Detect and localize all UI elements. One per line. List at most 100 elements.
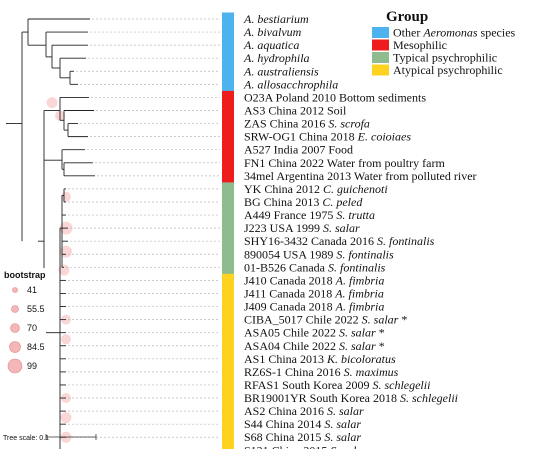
bootstrap-legend-value: 99 (27, 361, 37, 371)
bootstrap-legend-circle (9, 341, 21, 353)
strip-cell-typical (222, 260, 234, 275)
strip-cell-typical (222, 208, 234, 222)
leaf-label: SHY16-3432 Canada 2016 S. fontinalis (244, 234, 435, 248)
legend-label-other: Other Aeromonas species (393, 26, 516, 40)
strip-cell-atypical (222, 430, 234, 445)
leaf-label: AS1 China 2013 K. bicoloratus (244, 352, 396, 366)
strip-cell-typical (222, 182, 234, 196)
bootstrap-legend-circle (10, 323, 20, 333)
leaf-label: A. aquatica (243, 38, 299, 52)
bootstrap-legend: bootstrap 41 55.5 70 84.5 99 (2, 268, 46, 393)
leaf-label: A. australiensis (243, 64, 319, 78)
leaf-label: J410 Canada 2018 A. fimbria (244, 273, 384, 287)
legend-swatch-other (372, 27, 389, 38)
leaf-label: ASA04 Chile 2022 S. salar * (244, 339, 385, 353)
leaf-label: A. bestiarium (243, 12, 309, 26)
leaf-label: FN1 China 2022 Water from poultry farm (244, 156, 445, 170)
leaf-label: O23A Poland 2010 Bottom sediments (244, 90, 426, 104)
strip-cell-atypical (222, 417, 234, 432)
strip-cell-other (222, 12, 234, 26)
strip-cell-atypical (222, 365, 234, 379)
legend-title: Group (386, 9, 428, 25)
leaf-label: BR19001YR South Korea 2018 S. schlegelii (244, 391, 458, 405)
leaf-label: J411 Canada 2018 A. fimbria (244, 286, 384, 300)
strip-cell-other (222, 25, 234, 40)
leaf-label: A527 India 2007 Food (244, 143, 353, 157)
leaf-label: 890054 USA 1989 S. fontinalis (244, 247, 394, 261)
bootstrap-legend-value: 55.5 (27, 304, 45, 314)
bootstrap-legend-value: 84.5 (27, 342, 45, 352)
leaf-label: A. allosacchrophila (243, 77, 338, 91)
leaf-label: RZ6S-1 China 2016 S. maximus (244, 365, 399, 379)
leaf-label: AS3 China 2012 Soil (244, 103, 347, 117)
bootstrap-bubble (61, 334, 71, 345)
leaf-label: A. hydrophila (243, 51, 310, 65)
leaf-label: BG China 2013 C. peled (244, 195, 363, 209)
bootstrap-legend-value: 70 (27, 323, 37, 333)
leaf-label: AS2 China 2016 S. salar (244, 404, 364, 418)
strip-cell-meso (222, 90, 234, 105)
leaf-label: J409 Canada 2018 A. fimbria (244, 300, 384, 314)
leader-lines (66, 18, 220, 438)
bootstrap-bubble (60, 412, 72, 424)
leaf-label: SRW-OG1 China 2018 E. coioiaes (244, 130, 411, 144)
leaf-label: A. bivalvum (243, 25, 302, 39)
bootstrap-bubbles (46, 97, 73, 443)
strip-cell-other (222, 38, 234, 53)
bootstrap-legend-circle (11, 305, 19, 313)
bootstrap-bubble (46, 97, 58, 109)
leaf-label: A449 France 1975 S. trutta (244, 208, 375, 222)
strip-cell-other (222, 51, 234, 66)
strip-cell-atypical (222, 443, 234, 449)
group-color-strip (222, 12, 234, 449)
strip-cell-meso (222, 143, 234, 157)
strip-cell-atypical (222, 313, 234, 327)
tree-scale-bar: Tree scale: 0.1 (3, 434, 97, 442)
tree-scale-label: Tree scale: 0.1 (3, 435, 49, 442)
strip-cell-typical (222, 221, 234, 236)
strip-cell-typical (222, 247, 234, 262)
legend-label-atypical: Atypical psychrophilic (393, 63, 503, 77)
strip-cell-meso (222, 169, 234, 183)
strip-cell-other (222, 77, 234, 92)
legend-label-meso: Mesophilic (393, 38, 447, 52)
leaf-label: YK China 2012 C. guichenoti (244, 182, 388, 196)
leaf-label: 01-B526 Canada S. fontinalis (244, 260, 386, 274)
strip-cell-meso (222, 130, 234, 144)
strip-cell-atypical (222, 286, 234, 301)
leaf-label: CIBA_5017 Chile 2022 S. salar * (244, 313, 407, 327)
strip-cell-meso (222, 156, 234, 170)
leaf-label: ASA05 Chile 2022 S. salar * (244, 326, 385, 340)
strip-cell-atypical (222, 404, 234, 419)
legend-swatch-atypical (372, 64, 389, 76)
strip-cell-atypical (222, 273, 234, 288)
strip-cell-meso (222, 117, 234, 131)
group-legend: Group Other Aeromonas speciesMesophilicT… (372, 9, 516, 77)
strip-cell-atypical (222, 326, 234, 340)
strip-cell-atypical (222, 378, 234, 392)
strip-cell-typical (222, 234, 234, 249)
leaf-label: 34mel Argentina 2013 Water from polluted… (244, 169, 477, 183)
strip-cell-atypical (222, 391, 234, 405)
leaf-label: RFAS1 South Korea 2009 S. schlegelii (244, 378, 430, 392)
bootstrap-legend-title: bootstrap (4, 270, 46, 280)
strip-cell-atypical (222, 352, 234, 366)
bootstrap-bubble (61, 191, 71, 202)
bootstrap-legend-circle (12, 287, 18, 293)
strip-cell-typical (222, 195, 234, 209)
leaf-label: S121 China 2015 S. salar (244, 443, 367, 449)
leaf-label: ZAS China 2016 S. scrofa (244, 117, 370, 131)
legend-label-typical: Typical psychrophilic (393, 51, 497, 65)
leaf-label: J223 USA 1999 S. salar (244, 221, 360, 235)
bootstrap-legend-circle (7, 358, 23, 374)
bootstrap-legend-value: 41 (27, 285, 37, 295)
strip-cell-other (222, 64, 234, 79)
strip-cell-atypical (222, 300, 234, 314)
strip-cell-meso (222, 103, 234, 118)
legend-swatch-meso (372, 39, 389, 51)
leaf-label: S68 China 2015 S. salar (244, 430, 361, 444)
strip-cell-atypical (222, 339, 234, 353)
